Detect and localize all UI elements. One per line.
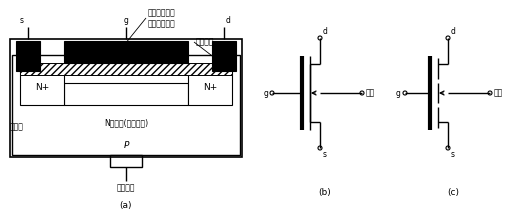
Text: 衬底: 衬底 [366, 88, 375, 98]
Text: (a): (a) [120, 201, 132, 209]
Bar [16, 41, 40, 71]
Bar [10, 39, 242, 157]
Text: g: g [123, 16, 129, 25]
Text: 衬底: 衬底 [494, 88, 503, 98]
Text: (b): (b) [319, 187, 331, 196]
Text: g: g [263, 88, 268, 98]
Bar [12, 55, 240, 155]
Text: N+: N+ [35, 83, 49, 92]
Text: s: s [323, 150, 327, 159]
Text: 衬底引线: 衬底引线 [117, 183, 135, 192]
Bar [188, 70, 232, 105]
Text: s: s [20, 16, 24, 25]
Bar [110, 155, 142, 167]
Text: N+: N+ [203, 83, 217, 92]
Bar [64, 41, 188, 63]
Bar [64, 83, 188, 105]
Text: s: s [451, 150, 455, 159]
Text: (c): (c) [447, 187, 459, 196]
Text: P: P [123, 140, 129, 149]
Text: N型沟道(初始沟道): N型沟道(初始沟道) [104, 119, 148, 127]
Text: d: d [226, 16, 231, 25]
Text: d: d [323, 27, 328, 36]
Text: 掺杂后具有正
离子的绝缘层: 掺杂后具有正 离子的绝缘层 [148, 8, 176, 28]
Text: 二氧化硅: 二氧化硅 [196, 37, 215, 46]
Bar [20, 70, 64, 105]
Bar [20, 63, 232, 75]
Text: d: d [451, 27, 456, 36]
Text: g: g [396, 88, 401, 98]
Text: 耗尽层: 耗尽层 [10, 122, 24, 131]
Bar [212, 41, 236, 71]
